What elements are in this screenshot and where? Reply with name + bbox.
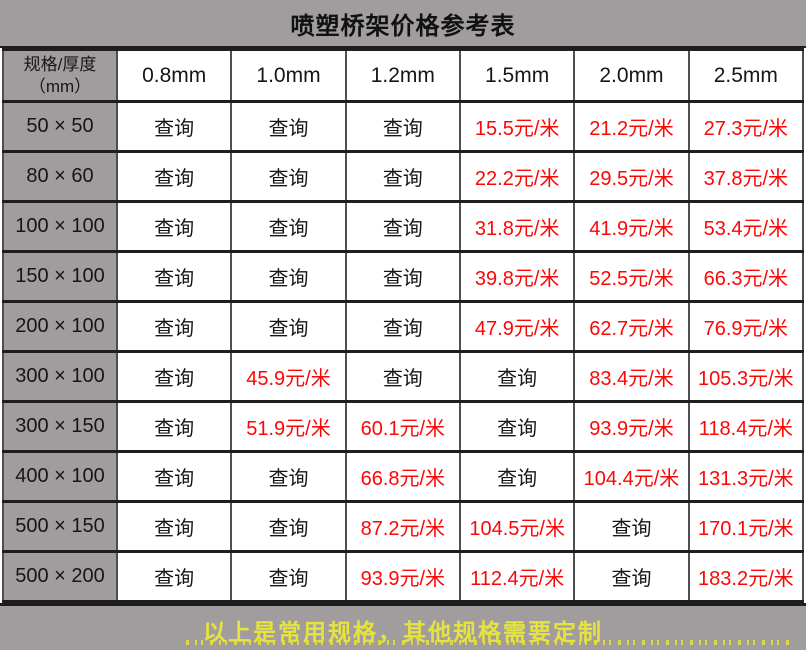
query-cell: 查询 <box>230 300 347 353</box>
query-cell: 查询 <box>344 300 461 353</box>
query-cell: 查询 <box>115 500 233 553</box>
footer-note-band: 以上是常用规格，其他规格需要定制 <box>0 603 806 650</box>
query-cell: 查询 <box>573 550 690 603</box>
spec-cell: 500 × 200 <box>2 550 118 603</box>
price-cell: 47.9元/米 <box>458 300 576 353</box>
price-cell: 118.4元/米 <box>687 400 805 453</box>
price-cell: 60.1元/米 <box>344 400 461 453</box>
query-cell: 查询 <box>458 400 576 453</box>
price-cell: 29.5元/米 <box>573 150 690 203</box>
spec-cell: 80 × 60 <box>2 150 118 203</box>
query-cell: 查询 <box>115 200 233 253</box>
spec-cell: 500 × 150 <box>2 500 118 553</box>
spec-cell: 50 × 50 <box>2 100 118 153</box>
price-table: 规格/厚度 （mm） 0.8mm 1.0mm 1.2mm 1.5mm 2.0mm 2.5m… <box>2 48 805 603</box>
price-cell: 183.2元/米 <box>687 550 805 603</box>
spec-cell: 300 × 100 <box>2 350 118 403</box>
query-cell: 查询 <box>230 450 347 503</box>
query-cell: 查询 <box>115 300 233 353</box>
price-cell: 104.5元/米 <box>458 500 576 553</box>
query-cell: 查询 <box>115 400 233 453</box>
price-cell: 22.2元/米 <box>458 150 576 203</box>
query-cell: 查询 <box>344 100 461 153</box>
price-cell: 87.2元/米 <box>344 500 461 553</box>
column-header: 2.0mm <box>573 48 690 103</box>
table-row: 300 × 150 查询 51.9元/米 60.1元/米 查询 93.9元/米 118.4元… <box>2 400 805 453</box>
table-row: 300 × 100 查询 45.9元/米 查询 查询 83.4元/米 105.3元/米 <box>2 350 805 403</box>
table-row: 80 × 60 查询 查询 查询 22.2元/米 29.5元/米 37.8元/米 <box>2 150 805 203</box>
query-cell: 查询 <box>458 350 576 403</box>
query-cell: 查询 <box>115 350 233 403</box>
query-cell: 查询 <box>230 500 347 553</box>
query-cell: 查询 <box>115 550 233 603</box>
spec-cell: 150 × 100 <box>2 250 118 303</box>
price-cell: 27.3元/米 <box>687 100 805 153</box>
price-cell: 52.5元/米 <box>573 250 690 303</box>
query-cell: 查询 <box>344 150 461 203</box>
price-cell: 131.3元/米 <box>687 450 805 503</box>
price-cell: 41.9元/米 <box>573 200 690 253</box>
query-cell: 查询 <box>573 500 690 553</box>
query-cell: 查询 <box>230 250 347 303</box>
query-cell: 查询 <box>230 150 347 203</box>
column-header: 1.5mm <box>458 48 576 103</box>
header-row: 规格/厚度 （mm） 0.8mm 1.0mm 1.2mm 1.5mm 2.0mm 2.5m… <box>2 48 805 103</box>
query-cell: 查询 <box>115 450 233 503</box>
column-header: 2.5mm <box>687 48 805 103</box>
query-cell: 查询 <box>230 100 347 153</box>
spec-cell: 100 × 100 <box>2 200 118 253</box>
price-cell: 112.4元/米 <box>458 550 576 603</box>
table-row: 50 × 50 查询 查询 查询 15.5元/米 21.2元/米 27.3元/米 <box>2 100 805 153</box>
spec-cell: 300 × 150 <box>2 400 118 453</box>
price-cell: 83.4元/米 <box>573 350 690 403</box>
table-row: 500 × 150 查询 查询 87.2元/米 104.5元/米 查询 170.1元/米 <box>2 500 805 553</box>
corner-header: 规格/厚度 （mm） <box>2 48 118 103</box>
title-band: 喷塑桥架价格参考表 <box>0 0 806 48</box>
column-header: 0.8mm <box>115 48 233 103</box>
price-cell: 45.9元/米 <box>230 350 347 403</box>
query-cell: 查询 <box>344 200 461 253</box>
price-cell: 66.8元/米 <box>344 450 461 503</box>
query-cell: 查询 <box>115 150 233 203</box>
price-cell: 62.7元/米 <box>573 300 690 353</box>
column-header: 1.2mm <box>344 48 461 103</box>
price-cell: 105.3元/米 <box>687 350 805 403</box>
column-header: 1.0mm <box>230 48 347 103</box>
table-row: 200 × 100 查询 查询 查询 47.9元/米 62.7元/米 76.9元/米 <box>2 300 805 353</box>
price-cell: 31.8元/米 <box>458 200 576 253</box>
price-cell: 53.4元/米 <box>687 200 805 253</box>
price-cell: 39.8元/米 <box>458 250 576 303</box>
price-cell: 76.9元/米 <box>687 300 805 353</box>
corner-header-line2: （mm） <box>28 76 92 96</box>
spec-cell: 400 × 100 <box>2 450 118 503</box>
price-cell: 170.1元/米 <box>687 500 805 553</box>
price-cell: 21.2元/米 <box>573 100 690 153</box>
price-cell: 15.5元/米 <box>458 100 576 153</box>
table-row: 500 × 200 查询 查询 93.9元/米 112.4元/米 查询 183.2元/米 <box>2 550 805 603</box>
clipped-second-line-fragments <box>186 640 790 645</box>
price-cell: 104.4元/米 <box>573 450 690 503</box>
table-row: 100 × 100 查询 查询 查询 31.8元/米 41.9元/米 53.4元/米 <box>2 200 805 253</box>
page-title: 喷塑桥架价格参考表 <box>290 12 516 40</box>
price-cell: 93.9元/米 <box>573 400 690 453</box>
price-cell: 66.3元/米 <box>687 250 805 303</box>
query-cell: 查询 <box>230 200 347 253</box>
price-cell: 93.9元/米 <box>344 550 461 603</box>
query-cell: 查询 <box>458 450 576 503</box>
price-table-wrap: 规格/厚度 （mm） 0.8mm 1.0mm 1.2mm 1.5mm 2.0mm 2.5m… <box>2 48 805 603</box>
table-row: 150 × 100 查询 查询 查询 39.8元/米 52.5元/米 66.3元/米 <box>2 250 805 303</box>
price-cell: 37.8元/米 <box>687 150 805 203</box>
query-cell: 查询 <box>115 100 233 153</box>
query-cell: 查询 <box>344 350 461 403</box>
query-cell: 查询 <box>230 550 347 603</box>
corner-header-line1: 规格/厚度 <box>23 55 97 75</box>
table-row: 400 × 100 查询 查询 66.8元/米 查询 104.4元/米 131.3元/米 <box>2 450 805 503</box>
spec-cell: 200 × 100 <box>2 300 118 353</box>
price-cell: 51.9元/米 <box>230 400 347 453</box>
query-cell: 查询 <box>344 250 461 303</box>
query-cell: 查询 <box>115 250 233 303</box>
